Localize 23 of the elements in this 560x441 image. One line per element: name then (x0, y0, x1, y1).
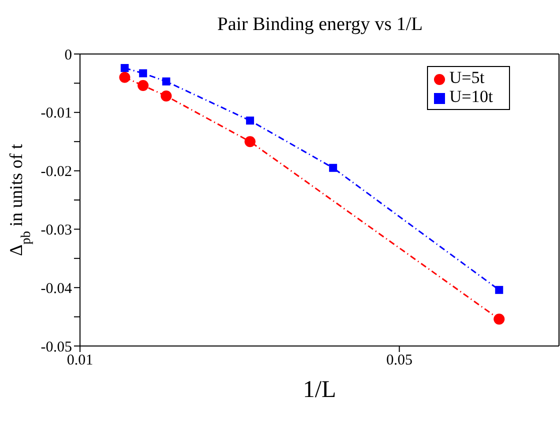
point (244, 136, 256, 148)
point (162, 77, 170, 86)
x-axis-title: 1/L (302, 377, 336, 403)
point (494, 314, 505, 325)
y-tick-label: -0.04 (40, 280, 72, 297)
x-tick-label: 0.05 (386, 352, 412, 369)
legend-label: U=10t (449, 87, 493, 106)
y-tick-label: -0.03 (40, 222, 72, 239)
y-tick-label: -0.02 (40, 164, 72, 180)
point (160, 90, 172, 102)
chart-title: Pair Binding energy vs 1/L (216, 14, 424, 36)
point (120, 64, 129, 72)
y-tick-label: -0.05 (40, 339, 72, 356)
point (495, 286, 504, 294)
point (139, 69, 148, 78)
legend-label: U=5t (449, 68, 484, 87)
x-tick-label: 0.01 (66, 352, 94, 369)
point (246, 116, 254, 125)
point (329, 164, 338, 172)
point (119, 72, 130, 83)
y-tick-label: 0 (64, 47, 72, 64)
point (138, 80, 149, 92)
y-tick-label: -0.01 (40, 106, 72, 122)
